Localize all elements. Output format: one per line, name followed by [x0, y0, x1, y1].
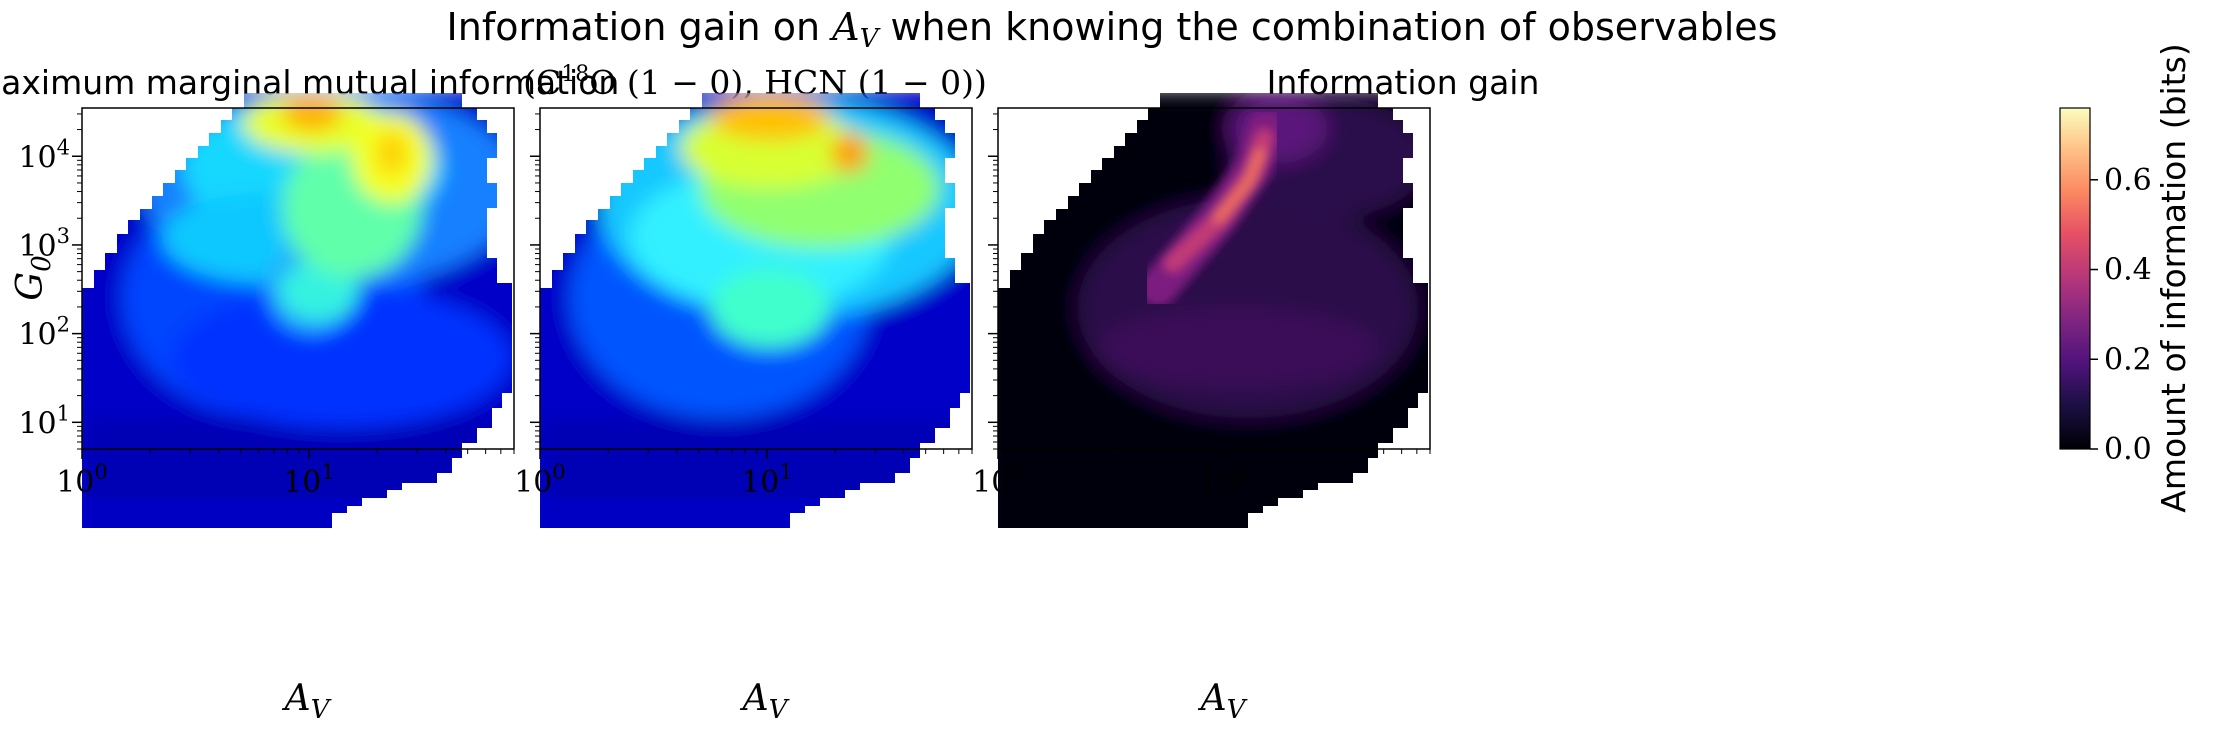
x-axis-label: AV	[1198, 678, 1248, 725]
colorbar-gradient	[2059, 107, 2091, 450]
y-tick-label: 102	[18, 313, 70, 353]
x-tick-label: 101	[741, 460, 793, 500]
x-tick-label: 101	[1199, 460, 1251, 500]
y-axis-label: G0	[10, 255, 57, 300]
axes-panel-1: 100 101 AV	[56, 113, 515, 725]
colorbar-tick-label: 0.2	[2104, 342, 2152, 377]
middle-plot-frame	[539, 107, 973, 450]
colorbar: 0.0 0.2 0.4 0.6 Amount of information (bits…	[2059, 43, 2193, 513]
middle-heatmap	[539, 93, 973, 528]
y-tick-label: 103	[18, 224, 70, 264]
colorbar-tick-label: 0.0	[2104, 432, 2152, 467]
y-tick-label: 104	[18, 135, 70, 175]
y-tick-label: 101	[18, 401, 70, 441]
left-heatmap	[81, 93, 515, 528]
left-plot-frame	[81, 107, 515, 450]
x-axis-label: AV	[282, 678, 332, 725]
colorbar-label: Amount of information (bits)	[2154, 43, 2193, 512]
x-tick-label: 100	[56, 460, 108, 500]
x-tick-label: 101	[283, 460, 335, 500]
axes-panel-2: 100 101 AV	[514, 113, 973, 725]
axes-panel-3: 100 101 AV	[972, 113, 1431, 725]
figure-title: Information gain on AV when knowing the …	[447, 5, 1778, 54]
x-axis-label: AV	[740, 678, 790, 725]
colorbar-tick-label: 0.6	[2104, 163, 2152, 198]
colorbar-tick-label: 0.4	[2104, 253, 2152, 288]
x-tick-label: 100	[972, 460, 1024, 500]
right-plot-frame	[997, 107, 1431, 450]
x-tick-label: 100	[514, 460, 566, 500]
